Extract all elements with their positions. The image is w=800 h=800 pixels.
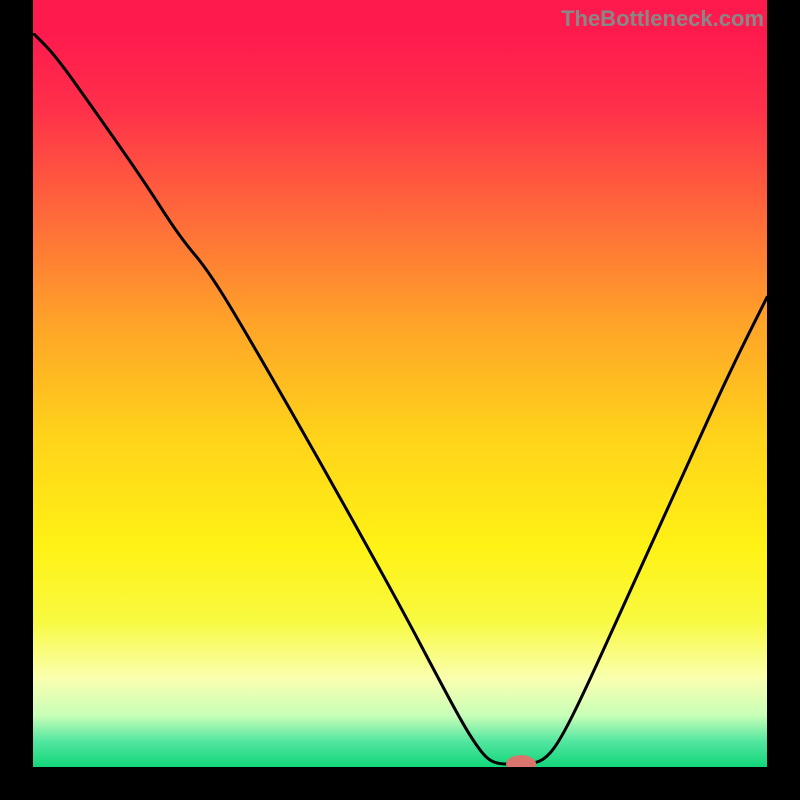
bottleneck-curve <box>33 33 767 767</box>
curve-path <box>33 33 767 764</box>
minimum-marker <box>506 755 536 767</box>
watermark-text: TheBottleneck.com <box>561 6 764 32</box>
